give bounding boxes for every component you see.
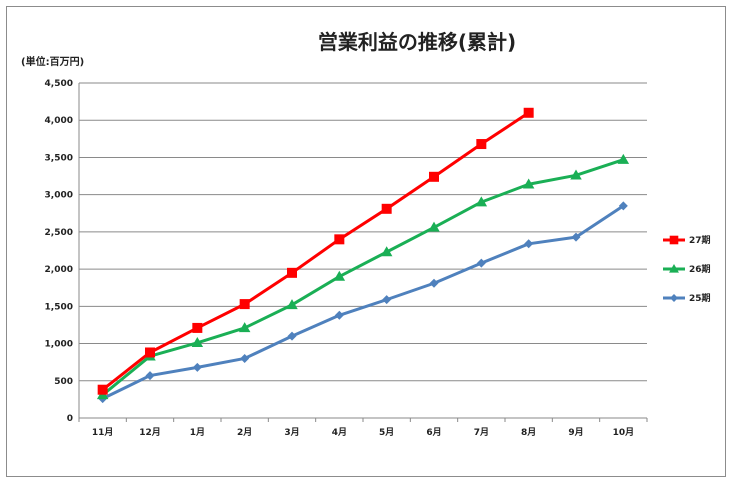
- y-tick-label: 3,500: [45, 153, 73, 163]
- data-point: [287, 267, 297, 278]
- series-line: [101, 158, 624, 397]
- x-tick-label: 7月: [474, 427, 489, 438]
- y-tick-label: 2,000: [45, 265, 73, 275]
- y-tick-label: 4,500: [45, 79, 73, 89]
- x-tick-label: 3月: [284, 427, 299, 438]
- data-point: [191, 337, 204, 348]
- x-tick-label: 9月: [568, 427, 583, 438]
- data-point: [428, 221, 440, 232]
- data-point: [617, 153, 630, 164]
- chart-frame: 営業利益の推移(累計) (単位:百万円) 0 500 1,000 1,500 2,000…: [6, 6, 726, 477]
- legend-marker: [669, 235, 679, 245]
- y-tick-label: 4,000: [45, 116, 73, 126]
- data-point: [476, 258, 486, 268]
- legend-label: 25期: [689, 292, 711, 304]
- chart-title: 営業利益の推移(累計): [318, 30, 516, 54]
- data-point: [192, 322, 203, 333]
- legend-item: 25期: [663, 292, 711, 304]
- x-tick-label: 11月: [92, 427, 114, 438]
- series-line: [101, 111, 530, 391]
- y-tick-label: 1,500: [45, 302, 73, 312]
- y-tick-label: 3,000: [45, 191, 73, 201]
- data-point: [286, 299, 298, 310]
- y-tick-label: 2,500: [45, 228, 73, 238]
- legend-item: 27期: [663, 234, 711, 246]
- data-point: [524, 239, 534, 249]
- data-point: [570, 169, 582, 180]
- data-point: [522, 178, 535, 189]
- data-point: [192, 362, 202, 372]
- data-point: [380, 246, 393, 257]
- series-26期: [96, 153, 630, 400]
- legend-label: 27期: [689, 234, 711, 246]
- data-point: [475, 196, 488, 207]
- series-layer: [96, 107, 630, 404]
- x-tick-label: 12月: [139, 427, 161, 438]
- data-point: [429, 278, 439, 288]
- data-point: [145, 371, 155, 381]
- data-point: [618, 201, 628, 211]
- x-tick-label: 5月: [379, 427, 394, 438]
- x-tick-label: 10月: [613, 427, 635, 438]
- data-point: [238, 322, 251, 333]
- data-point: [334, 310, 344, 320]
- x-tick-label: 2月: [237, 427, 252, 438]
- axis-layer: 0 500 1,000 1,500 2,000 2,500 3,000 3,500 4,000 4…: [45, 79, 648, 438]
- legend-marker: [669, 264, 679, 273]
- data-point: [571, 232, 581, 242]
- data-point: [382, 295, 392, 305]
- legend-label: 26期: [689, 263, 711, 275]
- x-tick-label: 6月: [426, 427, 441, 438]
- y-tick-label: 0: [67, 414, 73, 424]
- data-point: [523, 107, 534, 118]
- x-tick-label: 8月: [521, 427, 536, 438]
- series-27期: [97, 107, 534, 395]
- data-point: [97, 384, 108, 395]
- y-tick-label: 500: [54, 377, 73, 387]
- legend-item: 26期: [663, 263, 711, 275]
- data-point: [287, 331, 297, 341]
- legend: 27期 26期 25期: [663, 234, 711, 304]
- data-point: [145, 347, 155, 358]
- chart-svg: 営業利益の推移(累計) (単位:百万円) 0 500 1,000 1,500 2,000…: [21, 30, 711, 438]
- grid-layer: [79, 82, 647, 382]
- data-point: [334, 234, 345, 245]
- data-point: [239, 299, 250, 310]
- data-point: [240, 353, 250, 363]
- x-tick-label: 1月: [190, 427, 205, 438]
- series-25期: [98, 201, 628, 404]
- y-tick-label: 1,000: [45, 340, 73, 350]
- x-tick-label: 4月: [332, 427, 347, 438]
- series-line: [102, 204, 625, 400]
- unit-label: (単位:百万円): [21, 55, 84, 68]
- data-point: [429, 171, 439, 182]
- data-point: [333, 270, 346, 281]
- data-point: [476, 139, 487, 150]
- legend-marker: [670, 294, 678, 302]
- data-point: [381, 203, 392, 214]
